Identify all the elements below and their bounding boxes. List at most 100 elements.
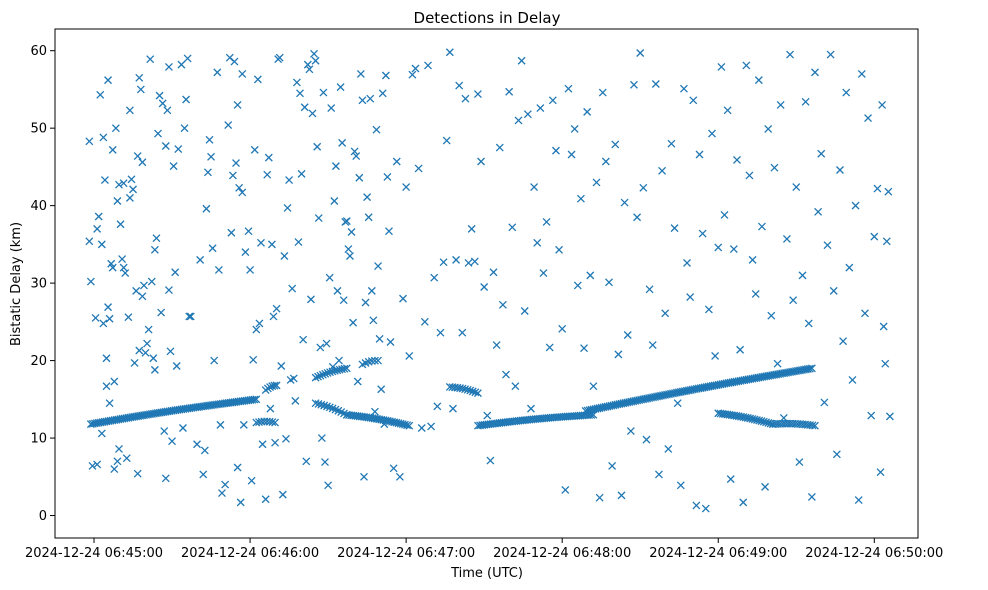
data-point — [676, 481, 685, 490]
data-point — [745, 171, 754, 180]
data-point — [340, 364, 349, 373]
data-point — [498, 300, 507, 309]
data-point — [608, 461, 617, 470]
data-point — [193, 440, 201, 449]
data-point — [253, 75, 262, 84]
data-point — [808, 421, 817, 430]
data-point — [271, 418, 280, 427]
y-tick-label: 0 — [39, 509, 47, 524]
data-point — [442, 136, 451, 145]
data-point — [884, 187, 893, 196]
data-point — [203, 168, 212, 177]
data-point — [318, 370, 327, 379]
data-point — [711, 351, 720, 360]
data-point — [272, 304, 281, 313]
data-point — [773, 359, 782, 368]
data-point — [461, 385, 470, 394]
data-point — [548, 96, 557, 105]
data-point — [480, 283, 489, 291]
data-point — [736, 345, 745, 354]
data-point — [125, 193, 134, 202]
data-point — [296, 89, 304, 98]
data-point — [723, 106, 732, 115]
data-point — [171, 268, 180, 277]
data-point — [180, 124, 189, 133]
data-point — [545, 343, 554, 352]
data-point — [164, 286, 173, 295]
data-point — [436, 328, 445, 337]
x-tick-label: 2024-12-24 06:47:00 — [337, 546, 475, 561]
data-point — [779, 413, 788, 422]
data-point — [100, 176, 109, 185]
data-point — [770, 163, 779, 172]
data-point — [283, 204, 292, 212]
data-point — [202, 204, 211, 213]
data-point — [530, 183, 539, 192]
data-point — [97, 429, 106, 438]
data-point — [252, 395, 261, 404]
data-point — [252, 325, 261, 334]
data-point — [860, 309, 869, 318]
data-point — [143, 339, 152, 348]
data-point — [330, 197, 339, 205]
data-point — [729, 245, 738, 253]
data-point — [445, 48, 454, 57]
data-point — [275, 53, 284, 62]
data-point — [216, 420, 225, 429]
data-point — [536, 104, 545, 112]
data-point — [232, 159, 240, 167]
data-point — [306, 295, 315, 304]
data-point — [196, 255, 205, 264]
data-point — [670, 224, 679, 233]
data-point — [146, 55, 155, 64]
data-point — [324, 481, 333, 490]
data-point — [99, 133, 108, 142]
data-point — [144, 325, 153, 334]
data-point — [353, 377, 362, 386]
data-point — [314, 372, 322, 381]
data-point — [405, 421, 414, 430]
data-point — [658, 166, 667, 175]
data-point — [411, 64, 420, 73]
data-point — [620, 198, 629, 207]
data-point — [314, 399, 323, 408]
data-point — [183, 54, 192, 63]
data-point — [598, 88, 607, 97]
data-point — [755, 416, 764, 425]
data-point — [751, 289, 760, 298]
data-point — [316, 371, 325, 380]
data-point — [97, 240, 106, 249]
data-point — [845, 263, 854, 272]
data-point — [272, 381, 281, 390]
data-point — [364, 213, 373, 222]
data-point — [238, 188, 247, 197]
data-point — [311, 373, 320, 382]
data-point — [764, 124, 773, 133]
data-point — [642, 435, 651, 444]
data-point — [218, 489, 226, 498]
data-point — [375, 334, 384, 343]
data-point — [280, 252, 289, 260]
data-point — [801, 97, 810, 106]
data-point — [511, 382, 520, 391]
data-point — [325, 273, 334, 282]
data-point — [172, 362, 181, 370]
data-point — [116, 220, 125, 229]
data-point — [121, 269, 130, 278]
y-axis-label: Bistatic Delay (km) — [9, 222, 24, 346]
data-point — [383, 173, 392, 181]
data-point — [754, 76, 763, 85]
data-point — [430, 273, 439, 282]
data-point — [473, 389, 482, 398]
data-point — [448, 404, 457, 413]
data-point — [369, 316, 378, 325]
data-point — [177, 60, 186, 69]
data-point — [122, 454, 131, 463]
data-point — [124, 313, 133, 322]
data-point — [179, 424, 187, 432]
data-point — [247, 476, 256, 485]
data-point — [458, 328, 467, 337]
data-point — [683, 259, 691, 267]
